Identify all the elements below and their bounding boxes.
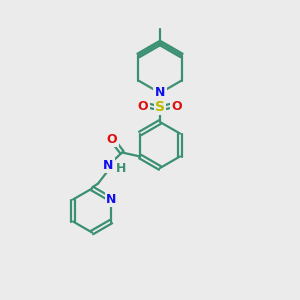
Text: O: O [138, 100, 148, 112]
Text: O: O [107, 133, 117, 146]
Text: N: N [106, 193, 116, 206]
Text: O: O [172, 100, 182, 112]
Text: H: H [116, 162, 126, 175]
Text: N: N [103, 159, 113, 172]
Text: N: N [155, 86, 165, 100]
Text: S: S [155, 100, 165, 114]
